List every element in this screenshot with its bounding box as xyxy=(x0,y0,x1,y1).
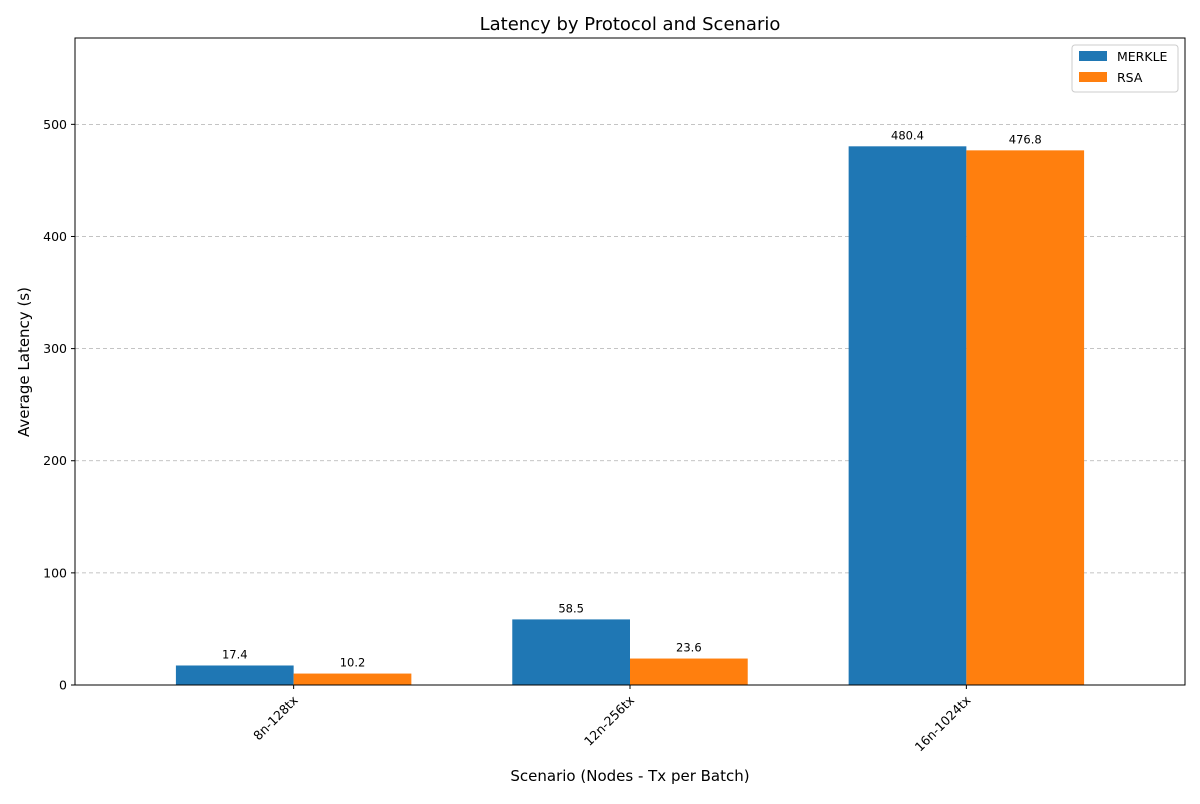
bars-layer xyxy=(175,146,1085,686)
data-label: 23.6 xyxy=(676,641,702,655)
y-tick-label: 500 xyxy=(43,117,67,132)
bar-rsa-16n-1024tx xyxy=(966,150,1085,686)
x-tick-label: 12n-256tx xyxy=(581,693,637,749)
legend-swatch-merkle xyxy=(1079,51,1107,61)
x-tick-label: 8n-128tx xyxy=(250,693,301,744)
data-label: 10.2 xyxy=(340,656,366,670)
y-tick-label: 300 xyxy=(43,341,67,356)
bar-merkle-16n-1024tx xyxy=(848,146,967,686)
legend-label-rsa: RSA xyxy=(1117,70,1143,85)
legend-swatch-rsa xyxy=(1079,72,1107,82)
y-tick-label: 100 xyxy=(43,565,67,580)
y-axis-label: Average Latency (s) xyxy=(15,287,33,437)
data-labels-layer: 17.4 58.5 480.4 10.2 23.6 476.8 xyxy=(222,128,1042,669)
y-tick-label: 0 xyxy=(59,678,67,693)
data-label: 17.4 xyxy=(222,647,248,661)
legend-label-merkle: MERKLE xyxy=(1117,49,1168,64)
x-axis-ticks: 8n-128tx 12n-256tx 16n-1024tx xyxy=(250,685,973,754)
legend: MERKLE RSA xyxy=(1071,44,1179,93)
bar-merkle-8n-128tx xyxy=(175,665,294,685)
x-axis-label: Scenario (Nodes - Tx per Batch) xyxy=(510,767,749,785)
data-label: 58.5 xyxy=(558,601,584,615)
data-label: 476.8 xyxy=(1009,132,1042,146)
bar-rsa-12n-256tx xyxy=(630,658,748,685)
chart-title: Latency by Protocol and Scenario xyxy=(480,14,781,35)
x-tick-label: 16n-1024tx xyxy=(912,693,974,755)
bar-rsa-8n-128tx xyxy=(293,673,412,685)
bar-merkle-12n-256tx xyxy=(512,619,630,685)
y-axis-ticks: 0 100 200 300 400 500 xyxy=(43,117,75,693)
y-tick-label: 400 xyxy=(43,229,67,244)
y-tick-label: 200 xyxy=(43,453,67,468)
data-label: 480.4 xyxy=(891,128,924,142)
